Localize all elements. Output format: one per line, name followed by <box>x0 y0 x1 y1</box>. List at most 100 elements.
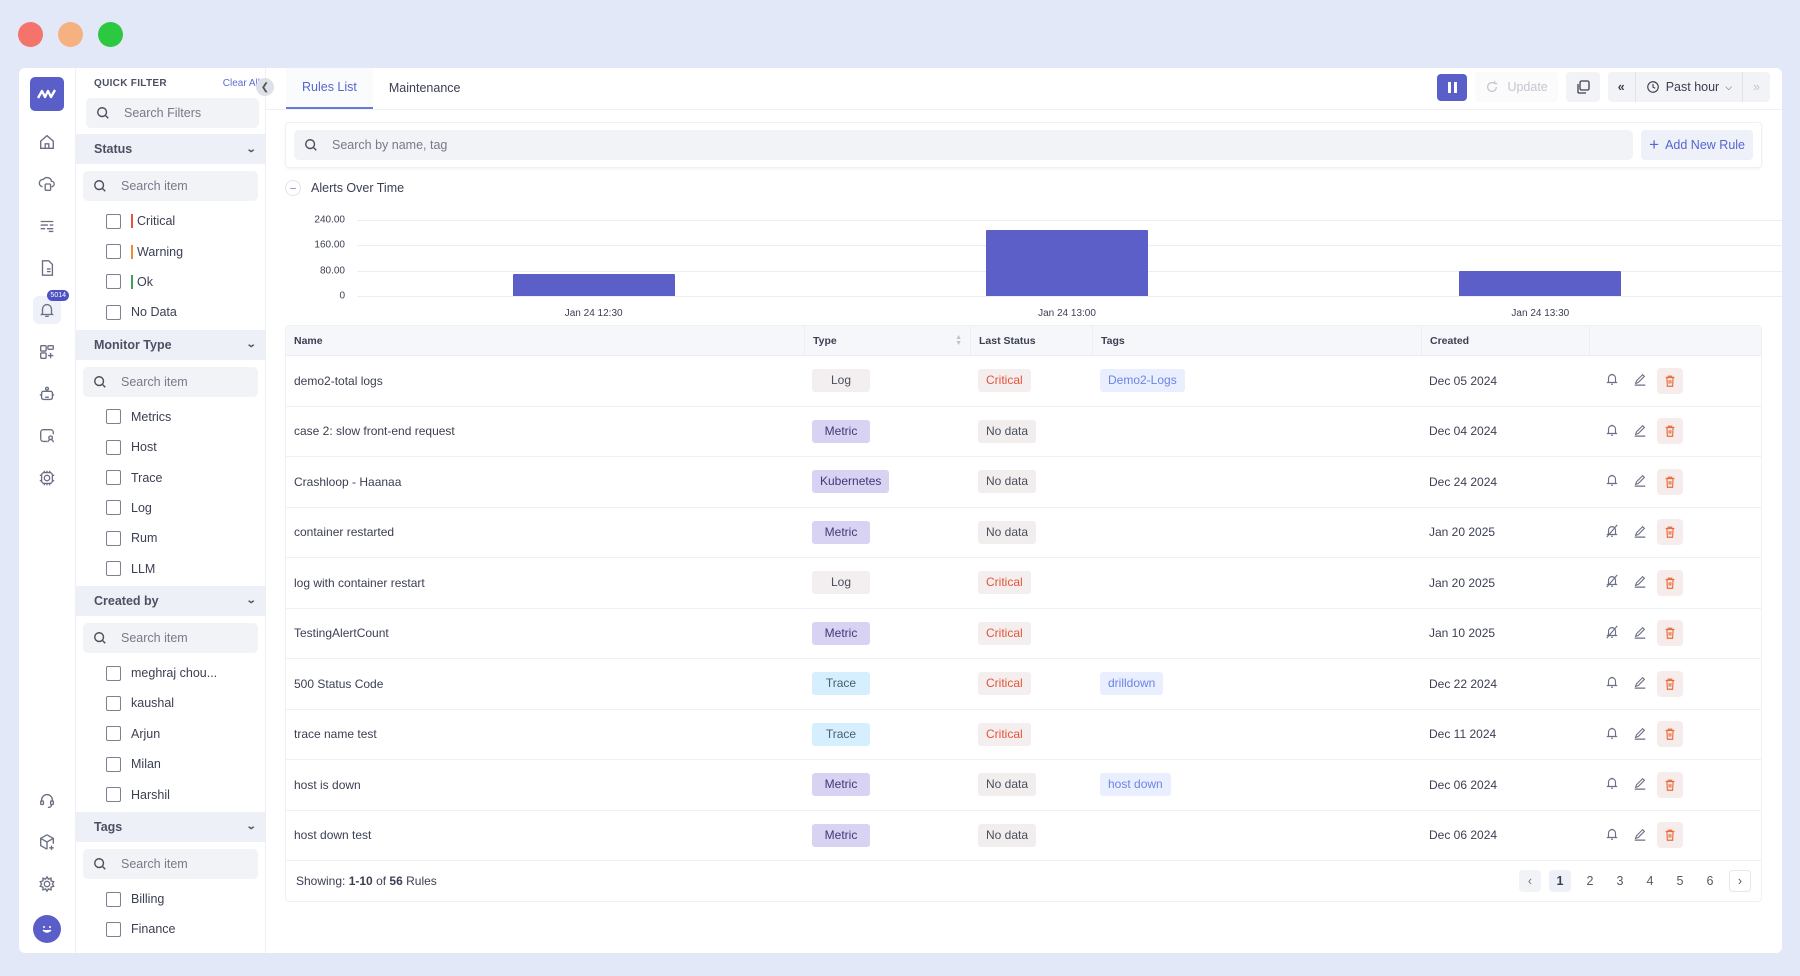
status-option-critical[interactable]: Critical <box>76 206 265 236</box>
monitor-type-option[interactable]: Rum <box>76 523 265 553</box>
edit-button[interactable] <box>1633 625 1647 642</box>
nav-dashboards[interactable] <box>33 338 61 366</box>
rule-name[interactable]: trace name test <box>294 727 377 742</box>
checkbox[interactable] <box>106 470 121 486</box>
rule-name[interactable]: demo2-total logs <box>294 373 383 388</box>
tags-option[interactable]: Billing <box>76 884 265 914</box>
tag-chip[interactable]: drilldown <box>1100 672 1164 696</box>
created-by-option[interactable]: Harshil <box>76 779 265 809</box>
table-row[interactable]: host is down Metric No data host down Dec 06… <box>286 760 1761 811</box>
next-page-button[interactable]: › <box>1729 870 1751 892</box>
delete-button[interactable] <box>1657 721 1683 748</box>
status-section-header[interactable]: Status ⌄ <box>76 134 265 164</box>
edit-button[interactable] <box>1633 827 1647 844</box>
mute-button[interactable] <box>1605 473 1619 490</box>
monitor-type-section-header[interactable]: Monitor Type ⌄ <box>76 329 265 360</box>
chart-bar[interactable] <box>512 273 675 296</box>
tags-section-header[interactable]: Tags ⌄ <box>76 811 265 842</box>
delete-button[interactable] <box>1657 367 1683 394</box>
status-option-no-data[interactable]: No Data <box>76 297 265 327</box>
mute-button[interactable] <box>1605 423 1619 440</box>
user-avatar[interactable] <box>33 915 61 943</box>
checkbox[interactable] <box>106 439 121 455</box>
delete-button[interactable] <box>1657 670 1683 697</box>
created-by-option[interactable]: Arjun <box>76 719 265 749</box>
maximize-window-button[interactable] <box>98 22 123 47</box>
checkbox[interactable] <box>106 530 121 546</box>
edit-button[interactable] <box>1633 574 1647 591</box>
nav-rum[interactable] <box>33 422 61 450</box>
checkbox[interactable] <box>106 695 121 711</box>
update-button[interactable]: Update <box>1475 72 1558 102</box>
rule-name[interactable]: 500 Status Code <box>294 676 384 691</box>
minimize-window-button[interactable] <box>58 22 83 47</box>
rule-name[interactable]: case 2: slow front-end request <box>294 424 455 439</box>
page-1[interactable]: 1 <box>1549 870 1571 892</box>
tag-chip[interactable]: Demo2-Logs <box>1100 369 1185 393</box>
rules-search-input[interactable] <box>332 138 1634 152</box>
nav-settings[interactable] <box>33 870 61 898</box>
checkbox[interactable] <box>106 274 121 290</box>
unmute-button[interactable] <box>1605 574 1619 591</box>
monitor-type-search-input[interactable] <box>121 374 258 389</box>
time-back-button[interactable]: « <box>1608 72 1635 102</box>
checkbox[interactable] <box>106 500 121 516</box>
collapse-chart-button[interactable]: – <box>285 180 301 196</box>
nav-infrastructure[interactable] <box>33 170 61 198</box>
tag-chip[interactable]: host down <box>1100 773 1171 797</box>
checkbox[interactable] <box>106 561 121 577</box>
table-row[interactable]: Crashloop - Haanaa Kubernetes No data Dec 2… <box>286 457 1761 508</box>
unmute-button[interactable] <box>1605 524 1619 541</box>
time-forward-button[interactable]: » <box>1742 72 1770 102</box>
chart-bar[interactable] <box>1459 271 1622 296</box>
mute-button[interactable] <box>1605 675 1619 692</box>
clear-all-link[interactable]: Clear All <box>222 77 260 89</box>
status-search-input[interactable] <box>121 179 258 193</box>
delete-button[interactable] <box>1657 519 1683 546</box>
chart-bar[interactable] <box>986 229 1148 296</box>
checkbox[interactable] <box>106 665 121 681</box>
delete-button[interactable] <box>1657 569 1683 596</box>
created-by-option[interactable]: meghraj chou... <box>76 658 265 688</box>
status-option-warning[interactable]: Warning <box>76 236 265 266</box>
nav-logs[interactable] <box>33 212 61 240</box>
filter-search-input[interactable] <box>124 106 259 120</box>
nav-documents[interactable] <box>33 254 61 282</box>
checkbox[interactable] <box>106 304 121 320</box>
created-by-option[interactable]: Milan <box>76 749 265 779</box>
monitor-type-option[interactable]: Log <box>76 493 265 523</box>
column-header-last-status[interactable]: Last Status <box>970 325 1092 356</box>
unmute-button[interactable] <box>1605 625 1619 642</box>
monitor-type-option[interactable]: Trace <box>76 462 265 492</box>
edit-button[interactable] <box>1633 726 1647 743</box>
created-by-section-header[interactable]: Created by ⌄ <box>76 585 265 616</box>
rule-name[interactable]: container restarted <box>294 525 395 540</box>
app-logo[interactable] <box>30 77 64 111</box>
duplicate-button[interactable] <box>1565 72 1600 102</box>
monitor-type-option[interactable]: Host <box>76 432 265 462</box>
delete-button[interactable] <box>1657 468 1683 495</box>
edit-button[interactable] <box>1633 524 1647 541</box>
edit-button[interactable] <box>1633 423 1647 440</box>
close-window-button[interactable] <box>18 22 43 47</box>
table-row[interactable]: demo2-total logs Log Critical Demo2-Logs Dec… <box>286 356 1761 407</box>
nav-support[interactable] <box>33 786 61 814</box>
add-new-rule-button[interactable]: + Add New Rule <box>1641 130 1753 160</box>
edit-button[interactable] <box>1633 776 1647 793</box>
table-row[interactable]: log with container restart Log Critical Jan… <box>286 558 1761 609</box>
tab-maintenance[interactable]: Maintenance <box>388 81 461 95</box>
prev-page-button[interactable]: ‹ <box>1519 870 1541 892</box>
edit-button[interactable] <box>1633 675 1647 692</box>
checkbox[interactable] <box>106 409 121 425</box>
checkbox[interactable] <box>106 921 121 937</box>
column-header-tags[interactable]: Tags <box>1092 325 1421 356</box>
checkbox[interactable] <box>106 891 121 907</box>
monitor-type-option[interactable]: LLM <box>76 554 265 584</box>
page-3[interactable]: 3 <box>1616 874 1624 888</box>
nav-integrations[interactable] <box>33 828 61 856</box>
page-2[interactable]: 2 <box>1586 874 1594 888</box>
page-5[interactable]: 5 <box>1676 874 1684 888</box>
nav-settings-chip[interactable] <box>33 464 61 492</box>
table-row[interactable]: container restarted Metric No data Jan 20 2… <box>286 508 1761 558</box>
mute-button[interactable] <box>1605 372 1619 389</box>
